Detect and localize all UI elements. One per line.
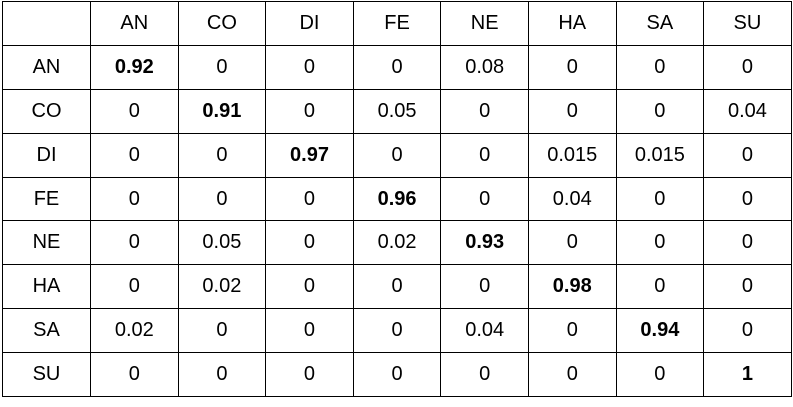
confusion-matrix-container: AN CO DI FE NE HA SA SU AN 0.92 0 0 0 0.08 0 0 0 CO 0 0.91 0… [2,1,792,398]
table-cell: 0 [177,352,267,398]
confusion-matrix-table: AN CO DI FE NE HA SA SU AN 0.92 0 0 0 0.08 0 0 0 CO 0 0.91 0… [2,1,792,398]
row-header-an: AN [2,44,91,90]
row-header-ha: HA [2,264,91,310]
table-cell: 0 [615,176,705,222]
table-cell: 0 [440,176,529,222]
table-cell: 0 [703,264,792,310]
table-cell: 0 [352,264,442,310]
table-cell: 0 [440,264,529,310]
table-cell: 0 [265,44,354,90]
diagonal-cell: 0.96 [352,176,442,222]
column-header-ne: NE [440,1,529,46]
table-cell: 0.04 [440,308,529,354]
table-cell: 0 [177,44,267,90]
table-cell: 0 [90,264,179,310]
table-cell: 0.015 [615,132,705,178]
table-cell: 0 [265,88,354,134]
table-cell: 0 [615,88,705,134]
table-row: CO 0 0.91 0 0.05 0 0 0 0.04 [2,88,792,134]
table-cell: 0 [615,44,705,90]
table-cell: 0.02 [177,264,267,310]
table-row: FE 0 0 0 0.96 0 0.04 0 0 [2,176,792,222]
table-cell: 0 [265,352,354,398]
table-cell: 0 [265,264,354,310]
corner-cell [2,1,91,46]
table-row: SU 0 0 0 0 0 0 0 1 [2,352,792,398]
diagonal-cell: 0.91 [177,88,267,134]
column-header-sa: SA [615,1,705,46]
diagonal-cell: 0.94 [615,308,705,354]
table-row: NE 0 0.05 0 0.02 0.93 0 0 0 [2,220,792,266]
table-row: AN 0.92 0 0 0 0.08 0 0 0 [2,44,792,90]
column-header-di: DI [265,1,354,46]
table-cell: 0 [90,88,179,134]
diagonal-cell: 1 [703,352,792,398]
column-header-ha: HA [527,1,617,46]
table-cell: 0 [177,132,267,178]
table-cell: 0 [703,44,792,90]
table-cell: 0 [703,308,792,354]
table-cell: 0 [527,44,617,90]
table-cell: 0 [265,308,354,354]
table-cell: 0 [703,220,792,266]
table-cell: 0 [527,220,617,266]
table-cell: 0.08 [440,44,529,90]
row-header-fe: FE [2,176,91,222]
table-cell: 0 [352,352,442,398]
column-header-su: SU [703,1,792,46]
matrix-body: AN CO DI FE NE HA SA SU AN 0.92 0 0 0 0.08 0 0 0 CO 0 0.91 0… [2,1,792,398]
table-cell: 0 [440,88,529,134]
table-cell: 0 [90,352,179,398]
table-cell: 0 [352,308,442,354]
table-cell: 0 [177,308,267,354]
row-header-sa: SA [2,308,91,354]
table-cell: 0.02 [90,308,179,354]
diagonal-cell: 0.92 [90,44,179,90]
table-cell: 0 [90,176,179,222]
diagonal-cell: 0.93 [440,220,529,266]
table-cell: 0 [703,176,792,222]
column-header-fe: FE [352,1,442,46]
table-cell: 0 [615,220,705,266]
table-cell: 0 [352,44,442,90]
table-cell: 0.05 [352,88,442,134]
table-cell: 0.02 [352,220,442,266]
table-row: DI 0 0 0.97 0 0 0.015 0.015 0 [2,132,792,178]
table-cell: 0 [90,220,179,266]
table-cell: 0.05 [177,220,267,266]
table-cell: 0 [527,308,617,354]
table-cell: 0 [265,220,354,266]
table-row: SA 0.02 0 0 0 0.04 0 0.94 0 [2,308,792,354]
row-header-di: DI [2,132,91,178]
table-cell: 0 [90,132,179,178]
table-cell: 0 [177,176,267,222]
table-cell: 0 [352,132,442,178]
column-header-an: AN [90,1,179,46]
diagonal-cell: 0.98 [527,264,617,310]
diagonal-cell: 0.97 [265,132,354,178]
table-cell: 0.015 [527,132,617,178]
table-cell: 0.04 [703,88,792,134]
table-cell: 0 [440,132,529,178]
table-row: HA 0 0.02 0 0 0 0.98 0 0 [2,264,792,310]
table-cell: 0 [265,176,354,222]
row-header-ne: NE [2,220,91,266]
row-header-co: CO [2,88,91,134]
table-cell: 0 [615,352,705,398]
table-cell: 0 [615,264,705,310]
header-row: AN CO DI FE NE HA SA SU [2,1,792,46]
row-header-su: SU [2,352,91,398]
table-cell: 0 [440,352,529,398]
table-cell: 0.04 [527,176,617,222]
table-cell: 0 [527,88,617,134]
table-cell: 0 [703,132,792,178]
table-cell: 0 [527,352,617,398]
column-header-co: CO [177,1,267,46]
